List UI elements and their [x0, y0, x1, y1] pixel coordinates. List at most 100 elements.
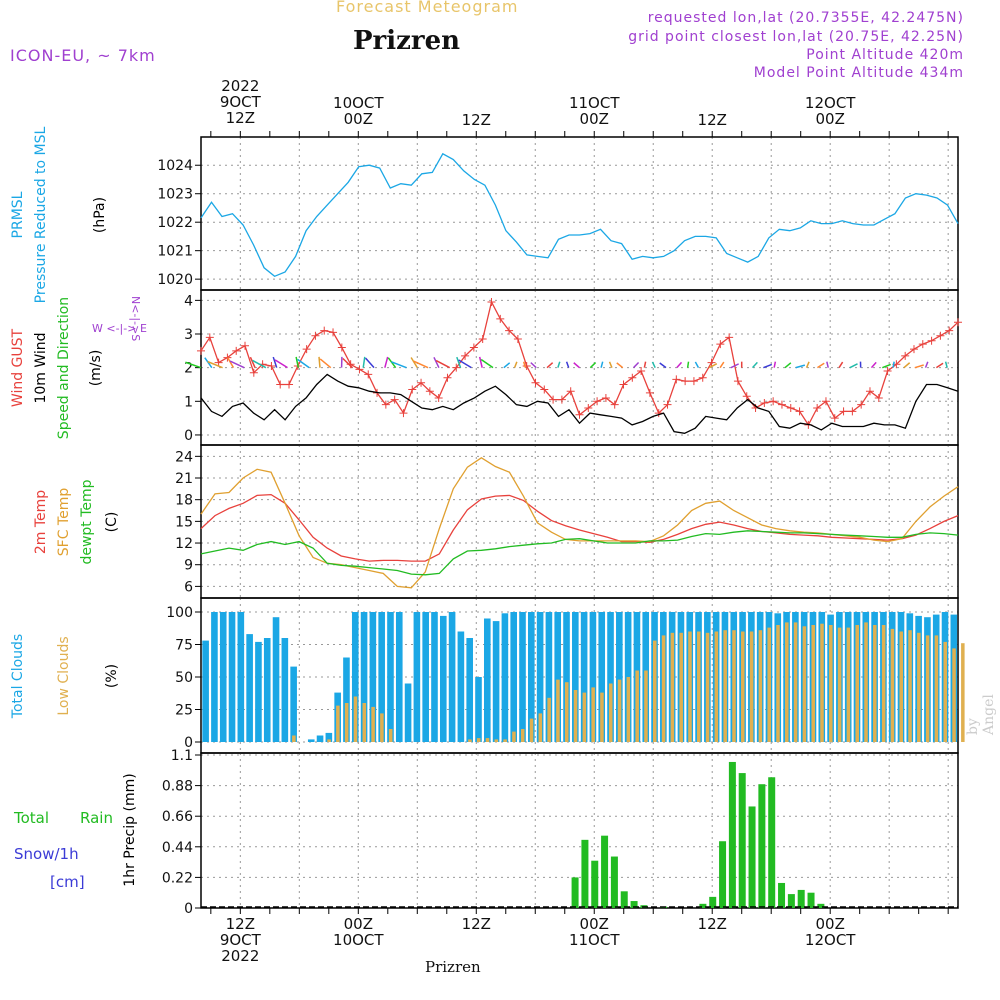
low-cloud-bar: [468, 739, 472, 742]
temp-dewpt-line: [200, 530, 959, 576]
time-label-line: 00Z: [815, 110, 845, 128]
total-cloud-bar: [413, 612, 421, 742]
low-cloud-bar: [811, 625, 815, 742]
low-cloud-bar: [864, 622, 868, 742]
total-cloud-bar: [616, 612, 623, 742]
total-cloud-bar: [528, 612, 535, 742]
wind-gust-marker: [434, 393, 443, 402]
total-cloud-bar: [351, 612, 359, 742]
precip-bar: [778, 882, 786, 908]
y-tick-label: 50: [175, 670, 193, 686]
total-cloud-bar: [510, 612, 518, 742]
wind-gust-marker: [417, 378, 426, 387]
y-tick-label: 24: [175, 449, 193, 465]
time-label-line: 12Z: [697, 915, 727, 933]
wind-gust-marker: [267, 361, 276, 370]
wind-gust-marker: [249, 368, 258, 377]
wind-direction-arrow: [252, 359, 267, 369]
total-cloud-bar: [263, 638, 271, 742]
wind-gust-marker: [698, 373, 707, 382]
low-cloud-bar: [608, 683, 613, 742]
wind-gust-marker: [839, 407, 848, 416]
y-tick-label: 0: [184, 428, 193, 444]
low-cloud-bar: [635, 670, 639, 742]
requested-coordinates: requested lon,lat (20.7355E, 42.2475N): [647, 10, 964, 26]
y-tick-label: 0: [184, 901, 193, 917]
low-cloud-bar: [890, 628, 895, 742]
time-label: 00Z 10OCT: [318, 916, 398, 948]
precip-legend-label: Snow/1h: [14, 845, 79, 863]
wind-direction-arrow: [659, 362, 667, 369]
wind-gust-marker: [830, 414, 839, 423]
precip-bar: [728, 761, 736, 908]
low-cloud-bar: [520, 729, 525, 742]
wind-direction-arrow: [318, 356, 321, 368]
station-title: Prizren: [353, 26, 461, 56]
wind-gust-marker: [355, 365, 364, 374]
total-cloud-bar: [325, 732, 333, 742]
low-cloud-bar: [899, 631, 903, 742]
wind-direction-arrow: [676, 361, 683, 369]
low-cloud-bar: [925, 635, 930, 742]
wind-gust-marker: [883, 367, 892, 376]
y-tick-label: 21: [175, 471, 193, 487]
wind-gust-marker: [531, 378, 540, 387]
wind-gust-marker: [496, 314, 505, 323]
total-cloud-bar: [281, 638, 289, 742]
wind-direction-arrow: [882, 363, 891, 369]
wind-gust-marker: [399, 409, 408, 418]
precip-bar: [787, 894, 795, 908]
total-cloud-bar: [219, 612, 227, 742]
low-cloud-bar: [961, 643, 965, 742]
total-cloud-bar: [563, 612, 570, 742]
wind-direction-arrow: [530, 362, 537, 369]
meteogram-subtitle: Forecast Meteogram: [336, 0, 519, 16]
wind-direction-arrow: [458, 359, 472, 369]
time-label-line: 12OCT: [804, 931, 856, 949]
wind-gust-marker: [276, 380, 285, 389]
time-label-line: 00Z: [343, 915, 373, 933]
wind-gust-marker: [557, 395, 566, 404]
low-cloud-bar: [661, 635, 666, 742]
total-cloud-bar: [572, 612, 579, 742]
total-cloud-bar: [448, 612, 456, 742]
precip-bar: [699, 903, 707, 908]
wind-gust-marker: [302, 345, 311, 354]
wind-gust-marker: [901, 351, 910, 360]
wind-gust-marker: [716, 340, 725, 349]
total-cloud-bar: [211, 612, 218, 742]
wind-direction-arrow: [297, 358, 310, 369]
total-cloud-bar: [272, 617, 280, 742]
wind-gust-marker: [857, 400, 866, 409]
low-cloud-bar: [336, 705, 340, 742]
wind-direction-arrow: [600, 361, 604, 368]
wind-gust-marker: [628, 373, 637, 382]
total-cloud-bar: [360, 612, 368, 742]
wind-gust-marker: [795, 407, 804, 416]
wind-direction-arrow: [651, 361, 656, 368]
y-tick-label: 2: [184, 361, 193, 377]
time-label: 00Z 11OCT: [554, 916, 634, 948]
y-tick-label: 1022: [157, 215, 193, 231]
low-cloud-bar: [538, 713, 543, 742]
low-cloud-bar: [626, 677, 631, 742]
time-label-line: 00Z: [579, 915, 609, 933]
wind-gust-marker: [311, 331, 320, 340]
low-cloud-bar: [705, 632, 710, 742]
low-cloud-bar: [371, 706, 375, 742]
wind-gust-marker: [760, 398, 769, 407]
low-cloud-bar: [573, 690, 578, 742]
wind-direction-arrow: [226, 357, 235, 369]
wind-gust-marker: [381, 400, 390, 409]
wind-direction-arrow: [435, 359, 451, 369]
wind-direction-arrow: [849, 363, 858, 369]
y-tick-label: 4: [184, 293, 193, 309]
pressure-line: [200, 152, 959, 278]
wind-direction-arrow: [384, 356, 389, 368]
low-cloud-bar: [785, 622, 789, 742]
total-cloud-bar: [378, 612, 385, 742]
total-cloud-bar: [457, 631, 465, 742]
low-cloud-bar: [881, 625, 886, 742]
time-label-line: 12Z: [461, 915, 491, 933]
wind-direction-arrow: [319, 358, 332, 369]
